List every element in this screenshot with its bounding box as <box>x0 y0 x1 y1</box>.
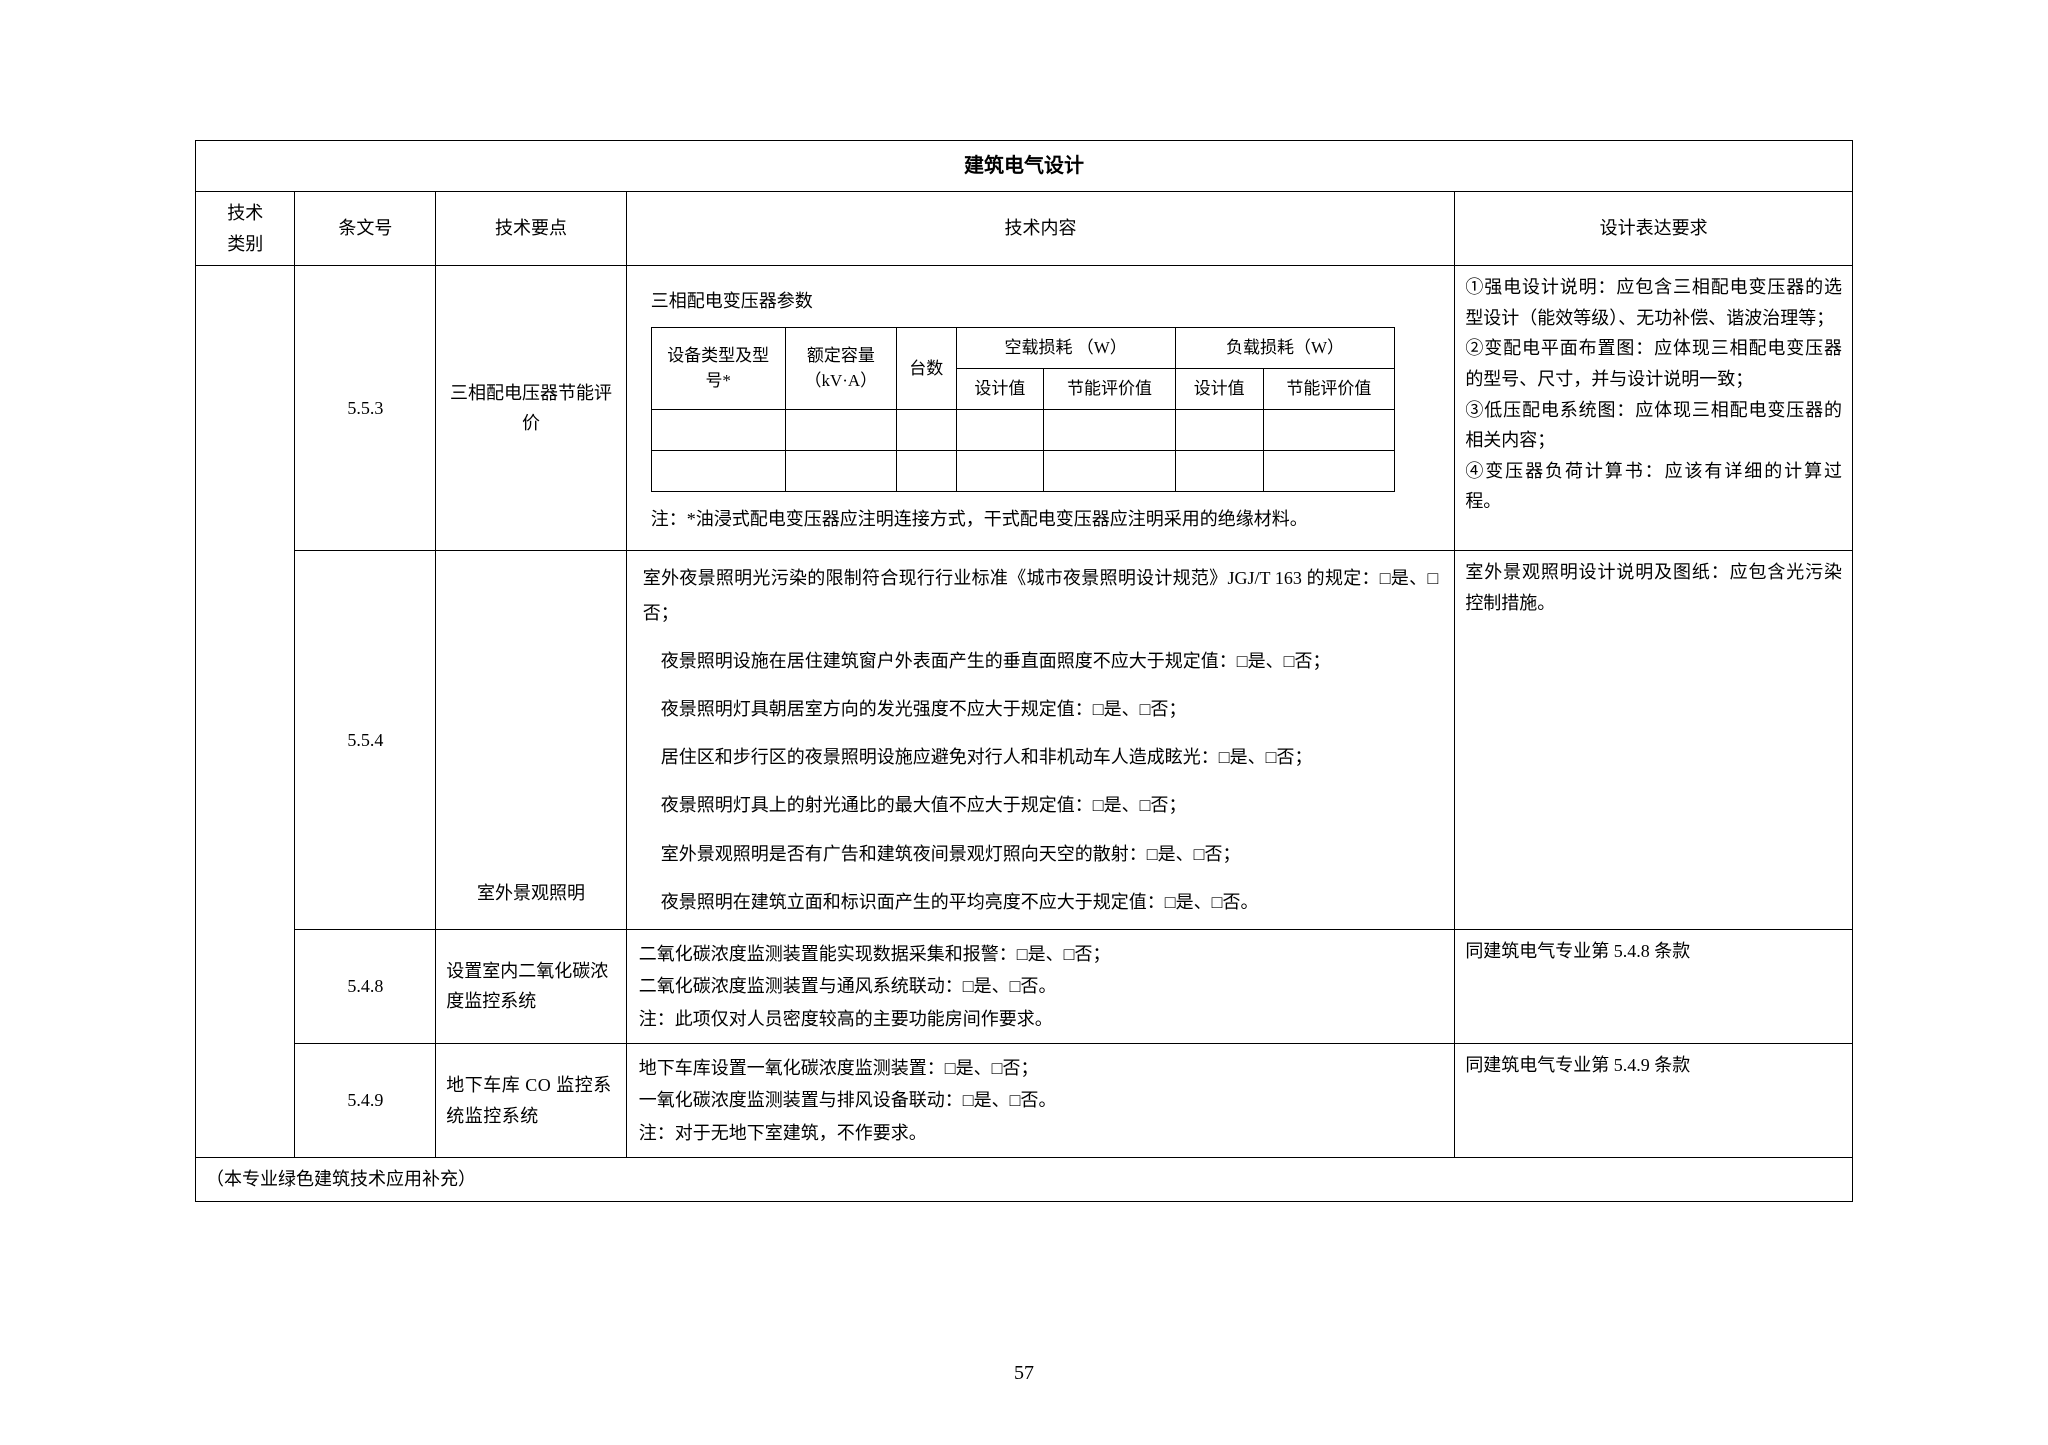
nested-header: 台数 <box>897 327 956 409</box>
nested-blank-cell <box>1175 450 1263 491</box>
nested-blank-cell <box>897 409 956 450</box>
req-cell: ①强电设计说明：应包含三相配电变压器的选型设计（能效等级）、无功补偿、谐波治理等… <box>1455 266 1853 551</box>
nested-blank-cell <box>651 409 785 450</box>
col-header-category: 技术 类别 <box>196 192 295 266</box>
content-cell-nested: 三相配电变压器参数 设备类型及型号* 额定容量（kV·A） 台数 空载损耗 （W… <box>626 266 1455 551</box>
clause-cell: 5.5.3 <box>295 266 436 551</box>
nested-blank-cell <box>956 450 1044 491</box>
table-title: 建筑电气设计 <box>196 141 1853 192</box>
content-line: 二氧化碳浓度监测装置与通风系统联动：□是、□否。 <box>639 970 1443 1002</box>
nested-note: 注：*油浸式配电变压器应注明连接方式，干式配电变压器应注明采用的绝缘材料。 <box>651 504 1433 535</box>
col-header-content: 技术内容 <box>626 192 1455 266</box>
nested-blank-cell <box>785 450 896 491</box>
content-line: 居住区和步行区的夜景照明设施应避免对行人和非机动车人造成眩光：□是、□否； <box>643 740 1439 774</box>
footer-note: （本专业绿色建筑技术应用补充） <box>196 1158 1853 1202</box>
col-header-req: 设计表达要求 <box>1455 192 1853 266</box>
content-line: 夜景照明设施在居住建筑窗户外表面产生的垂直面照度不应大于规定值：□是、□否； <box>643 644 1439 678</box>
point-cell: 设置室内二氧化碳浓度监控系统 <box>436 929 627 1043</box>
nested-header: 设备类型及型号* <box>651 327 785 409</box>
req-cell: 同建筑电气专业第 5.4.9 条款 <box>1455 1044 1853 1158</box>
nested-blank-cell <box>1044 450 1176 491</box>
content-cell-lines: 地下车库设置一氧化碳浓度监测装置：□是、□否； 一氧化碳浓度监测装置与排风设备联… <box>626 1044 1455 1158</box>
point-cell: 三相配电压器节能评价 <box>436 266 627 551</box>
category-cell <box>196 266 295 1158</box>
clause-cell: 5.4.9 <box>295 1044 436 1158</box>
nested-param-table: 设备类型及型号* 额定容量（kV·A） 台数 空载损耗 （W） 负载损耗（W） … <box>651 327 1395 492</box>
req-cell: 同建筑电气专业第 5.4.8 条款 <box>1455 929 1853 1043</box>
content-line: 地下车库设置一氧化碳浓度监测装置：□是、□否； <box>639 1052 1443 1084</box>
nested-blank-cell <box>651 450 785 491</box>
content-line: 二氧化碳浓度监测装置能实现数据采集和报警：□是、□否； <box>639 938 1443 970</box>
nested-subheader: 节能评价值 <box>1263 368 1395 409</box>
content-line: 注：对于无地下室建筑，不作要求。 <box>639 1117 1443 1149</box>
nested-caption: 三相配电变压器参数 <box>651 286 1433 317</box>
point-cell: 地下车库 CO 监控系统监控系统 <box>436 1044 627 1158</box>
content-line: 夜景照明灯具朝居室方向的发光强度不应大于规定值：□是、□否； <box>643 692 1439 726</box>
col-header-point: 技术要点 <box>436 192 627 266</box>
table-row: 5.4.8 设置室内二氧化碳浓度监控系统 二氧化碳浓度监测装置能实现数据采集和报… <box>196 929 1853 1043</box>
table-row: 5.4.9 地下车库 CO 监控系统监控系统 地下车库设置一氧化碳浓度监测装置：… <box>196 1044 1853 1158</box>
nested-header: 空载损耗 （W） <box>956 327 1175 368</box>
content-cell-lines: 二氧化碳浓度监测装置能实现数据采集和报警：□是、□否； 二氧化碳浓度监测装置与通… <box>626 929 1455 1043</box>
clause-cell: 5.4.8 <box>295 929 436 1043</box>
nested-subheader: 设计值 <box>956 368 1044 409</box>
page-number: 57 <box>0 1362 2048 1385</box>
document-page: 建筑电气设计 技术 类别 条文号 技术要点 技术内容 设计表达要求 5.5.3 … <box>0 0 2048 1445</box>
main-table: 建筑电气设计 技术 类别 条文号 技术要点 技术内容 设计表达要求 5.5.3 … <box>195 140 1853 1202</box>
nested-header: 负载损耗（W） <box>1175 327 1394 368</box>
content-line: 室外景观照明是否有广告和建筑夜间景观灯照向天空的散射：□是、□否； <box>643 837 1439 871</box>
nested-blank-cell <box>1044 409 1176 450</box>
nested-header: 额定容量（kV·A） <box>785 327 896 409</box>
table-row: 5.5.3 三相配电压器节能评价 三相配电变压器参数 设备类型及型号* 额定容量… <box>196 266 1853 551</box>
content-cell-paragraphs: 室外夜景照明光污染的限制符合现行行业标准《城市夜景照明设计规范》JGJ/T 16… <box>626 551 1455 930</box>
nested-subheader: 设计值 <box>1175 368 1263 409</box>
clause-cell: 5.5.4 <box>295 551 436 930</box>
content-line: 室外夜景照明光污染的限制符合现行行业标准《城市夜景照明设计规范》JGJ/T 16… <box>643 561 1439 629</box>
nested-blank-cell <box>1175 409 1263 450</box>
nested-blank-cell <box>785 409 896 450</box>
req-cell: 室外景观照明设计说明及图纸：应包含光污染控制措施。 <box>1455 551 1853 930</box>
nested-blank-cell <box>1263 450 1395 491</box>
col-header-clause: 条文号 <box>295 192 436 266</box>
table-row: 5.5.4 室外景观照明 室外夜景照明光污染的限制符合现行行业标准《城市夜景照明… <box>196 551 1853 930</box>
content-line: 夜景照明灯具上的射光通比的最大值不应大于规定值：□是、□否； <box>643 788 1439 822</box>
content-line: 夜景照明在建筑立面和标识面产生的平均亮度不应大于规定值：□是、□否。 <box>643 885 1439 919</box>
nested-blank-cell <box>897 450 956 491</box>
content-line: 一氧化碳浓度监测装置与排风设备联动：□是、□否。 <box>639 1084 1443 1116</box>
nested-subheader: 节能评价值 <box>1044 368 1176 409</box>
nested-blank-cell <box>1263 409 1395 450</box>
nested-blank-cell <box>956 409 1044 450</box>
content-line: 注：此项仅对人员密度较高的主要功能房间作要求。 <box>639 1003 1443 1035</box>
point-cell: 室外景观照明 <box>436 551 627 930</box>
table-header-row: 技术 类别 条文号 技术要点 技术内容 设计表达要求 <box>196 192 1853 266</box>
